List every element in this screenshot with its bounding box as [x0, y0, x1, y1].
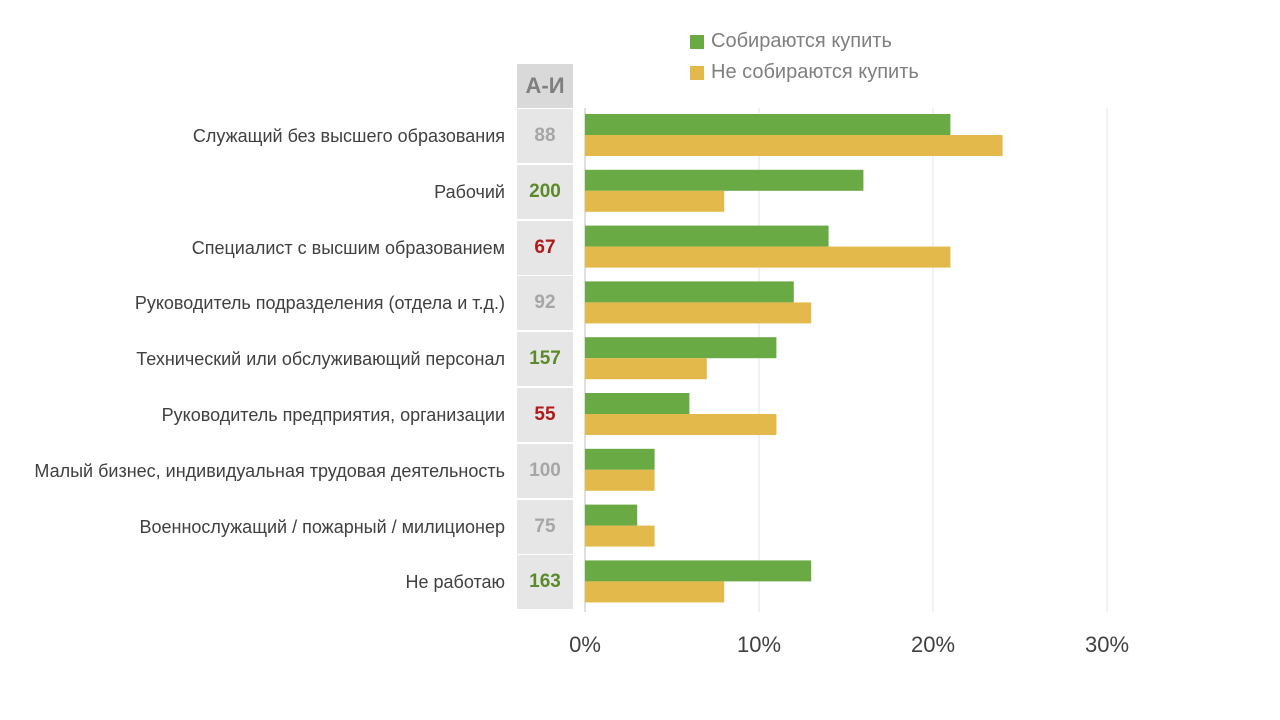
- category-label: Малый бизнес, индивидуальная трудовая де…: [34, 460, 505, 481]
- category-label: Не работаю: [405, 572, 505, 593]
- bar-not-buy: [585, 469, 655, 491]
- bar-not-buy: [585, 135, 1003, 156]
- legend-item-buy: Собираются купить: [690, 26, 919, 57]
- ai-index-header: А-И: [517, 64, 573, 108]
- category-label: Служащий без высшего образования: [192, 125, 505, 146]
- ai-index-cell: 200: [517, 164, 573, 219]
- bar-buy: [585, 114, 951, 135]
- legend-item-not-buy: Не собираются купить: [690, 57, 919, 88]
- category-label: Технический или обслуживающий персонал: [136, 349, 505, 370]
- bar-buy: [585, 504, 638, 526]
- bar-buy: [585, 169, 864, 191]
- ai-index-cell: 88: [517, 109, 573, 163]
- category-label: Руководитель подразделения (отдела и т.д…: [134, 293, 505, 314]
- bar-not-buy: [585, 581, 725, 603]
- ai-index-cell: 67: [517, 220, 573, 275]
- bar-buy: [585, 337, 777, 359]
- ai-index-cell: 92: [517, 276, 573, 331]
- bar-buy: [585, 281, 794, 303]
- legend-label-buy: Собираются купить: [711, 30, 892, 52]
- ai-index-column: А-И 88 200 67 92 157 55 100 75 163: [517, 64, 573, 612]
- bar-buy: [585, 393, 690, 414]
- bar-not-buy: [585, 525, 655, 547]
- category-label: Рабочий: [434, 181, 505, 202]
- legend-swatch-buy: [690, 34, 704, 49]
- bar-buy: [585, 225, 829, 247]
- ai-index-cell: 75: [517, 499, 573, 554]
- x-tick-label: 30%: [1084, 632, 1130, 657]
- bar-not-buy: [585, 414, 777, 435]
- category-label: Специалист с высшим образованием: [191, 237, 505, 258]
- legend-label-not-buy: Не собираются купить: [711, 61, 919, 83]
- ai-index-cell: 163: [517, 555, 573, 610]
- ai-index-cell: 100: [517, 443, 573, 498]
- x-tick-label: 0%: [569, 632, 601, 657]
- bar-not-buy: [585, 246, 951, 268]
- legend: Собираются купить Не собираются купить: [690, 26, 919, 88]
- ai-index-cell: 55: [517, 388, 573, 442]
- x-tick-label: 10%: [736, 632, 782, 657]
- ai-index-cell: 157: [517, 332, 573, 387]
- legend-swatch-not-buy: [690, 65, 704, 80]
- category-label: Руководитель предприятия, организации: [161, 404, 505, 425]
- bar-buy: [585, 560, 812, 582]
- bar-not-buy: [585, 190, 725, 212]
- category-label: Военнослужащий / пожарный / милиционер: [139, 516, 505, 537]
- bar-not-buy: [585, 302, 812, 324]
- x-tick-label: 20%: [910, 632, 956, 657]
- bar-buy: [585, 448, 655, 470]
- bar-not-buy: [585, 358, 707, 380]
